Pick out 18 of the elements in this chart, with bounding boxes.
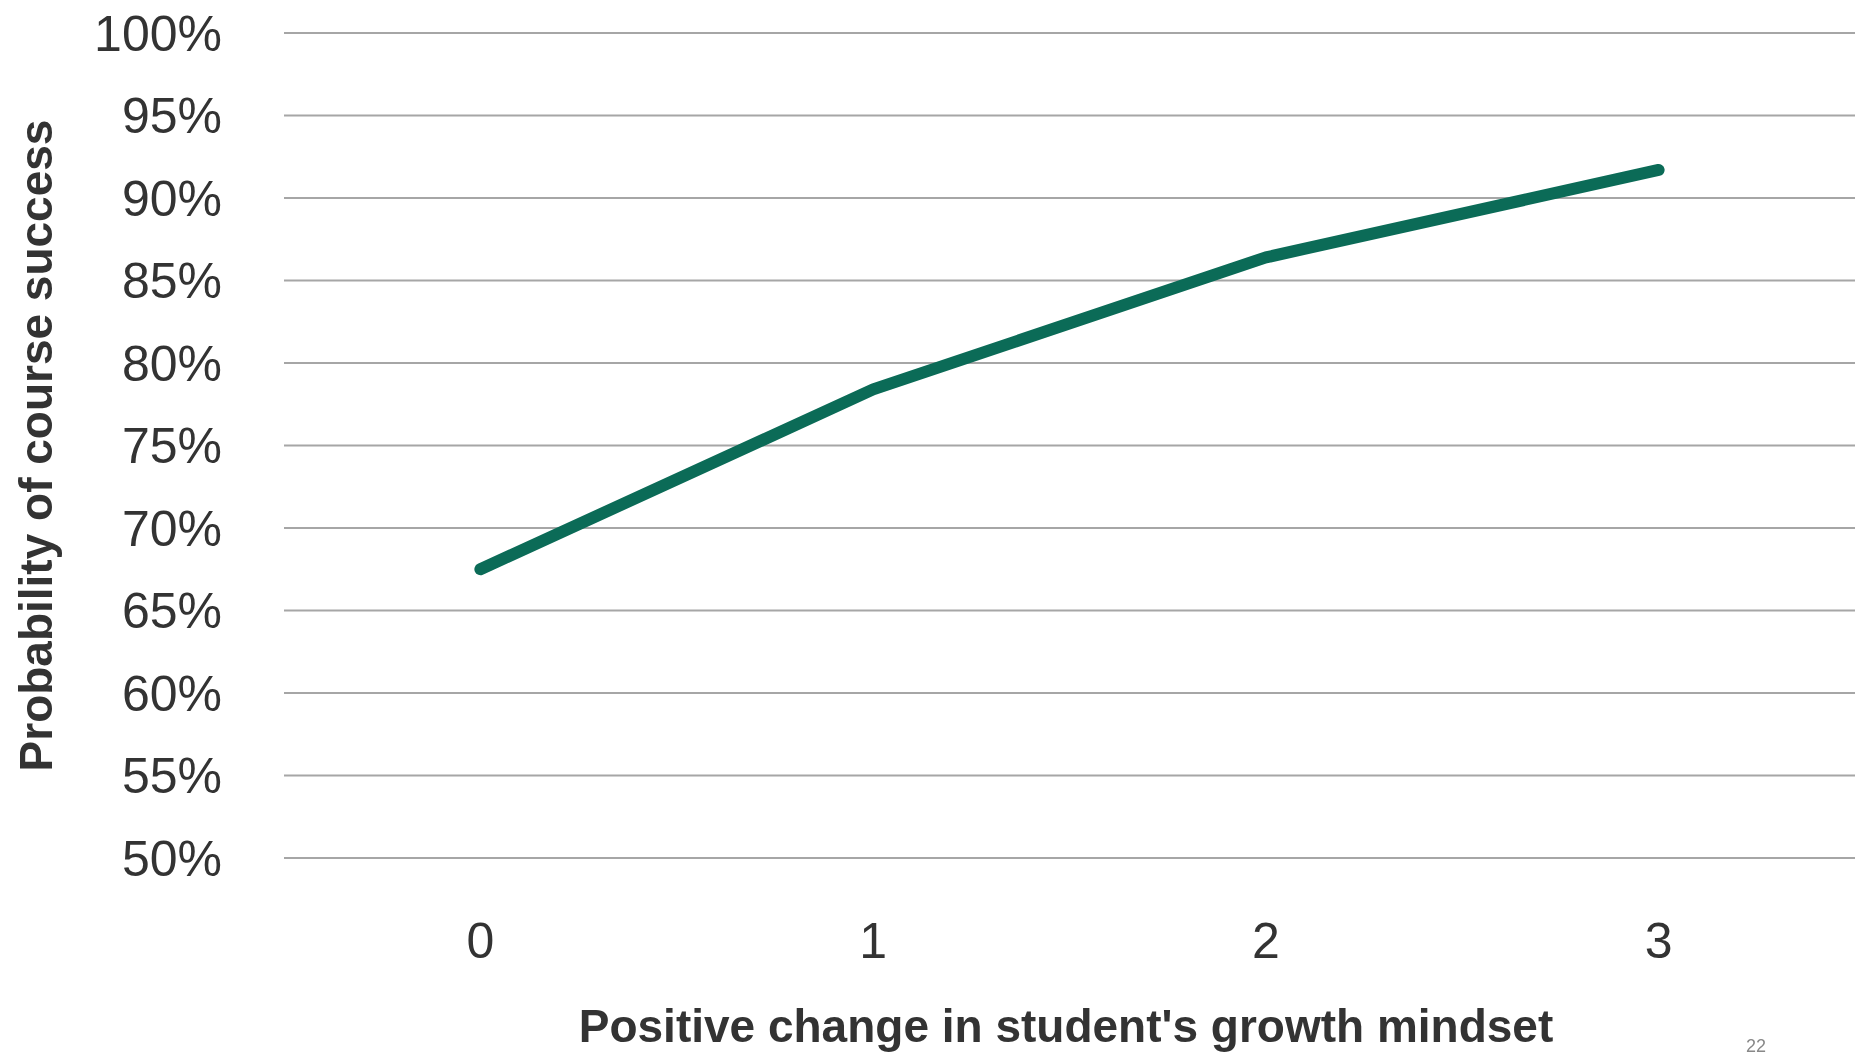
y-tick-label: 65% xyxy=(121,583,222,639)
x-tick-label: 1 xyxy=(859,913,888,969)
x-tick-label: 2 xyxy=(1251,913,1280,969)
y-tick-label: 50% xyxy=(121,830,222,887)
y-tick-label: 75% xyxy=(121,418,222,474)
text: 22 xyxy=(1745,1036,1767,1056)
y-tick-label: 70% xyxy=(121,500,222,557)
x-axis-title: Positive change in student's growth mindset xyxy=(578,1000,1554,1052)
y-tick-label: 55% xyxy=(121,748,222,804)
y-tick-label: 60% xyxy=(121,665,222,722)
x-tick-label: 0 xyxy=(466,913,495,969)
y-tick-label: 90% xyxy=(121,170,222,227)
y-tick-label: 95% xyxy=(121,88,222,144)
y-axis-title: Probability of course success xyxy=(10,119,62,772)
y-tick-label: 80% xyxy=(121,335,222,392)
y-tick-label: 100% xyxy=(94,5,222,62)
y-tick-label: 85% xyxy=(121,253,222,309)
x-tick-label: 3 xyxy=(1644,913,1673,969)
